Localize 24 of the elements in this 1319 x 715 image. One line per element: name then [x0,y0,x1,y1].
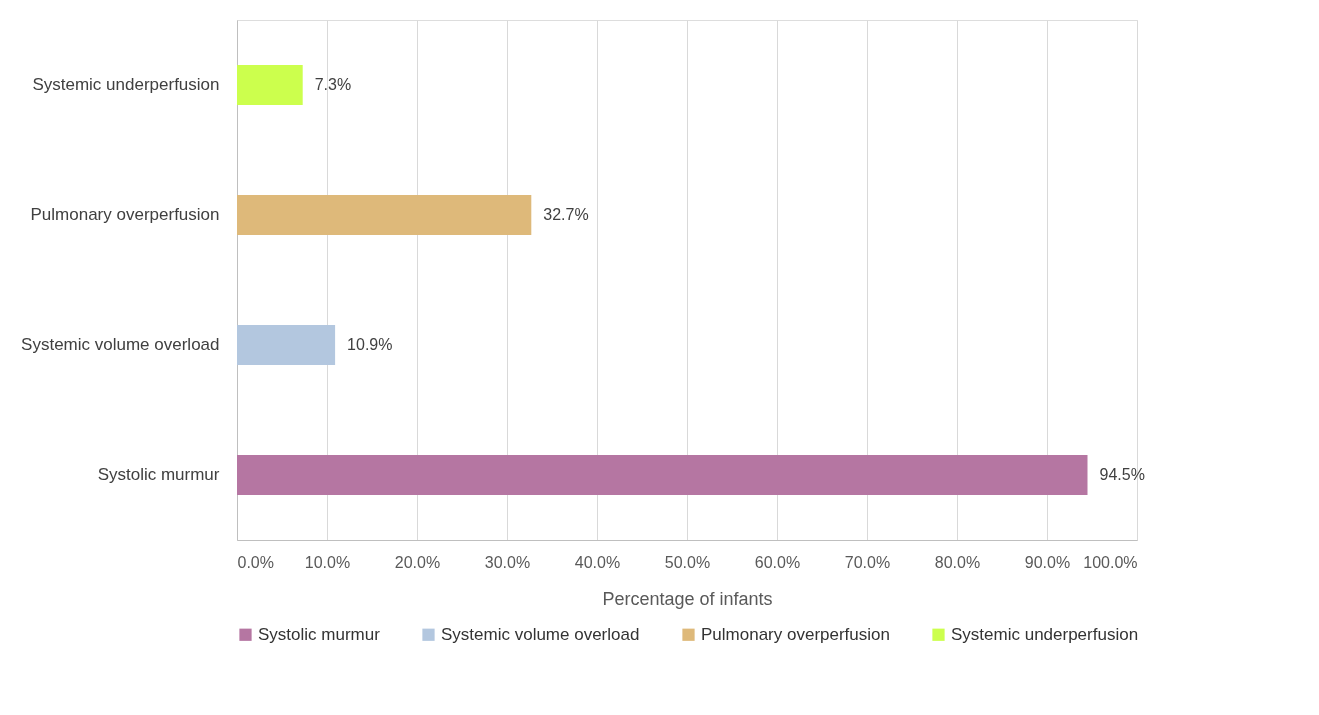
x-tick-label: 40.0% [574,553,621,571]
y-tick-label: Systemic underperfusion [32,75,220,94]
x-tick-label: 90.0% [1024,553,1071,571]
legend-label: Pulmonary overperfusion [701,624,890,644]
x-tick-label: 20.0% [394,553,441,571]
x-axis-title: Percentage of infants [602,588,773,609]
y-tick-label: Systolic murmur [97,465,220,484]
y-tick-label: Systemic volume overload [21,335,220,354]
data-label: 32.7% [543,206,589,223]
x-tick-label: 80.0% [934,553,981,571]
x-tick-label: 50.0% [664,553,711,571]
legend-label: Systemic volume overload [441,624,640,644]
x-tick-label: 100.0% [1083,553,1138,571]
data-label: 10.9% [347,336,393,353]
data-label: 94.5% [1099,466,1145,483]
x-tick-label: 0.0% [237,553,274,571]
data-label: 7.3% [314,76,352,93]
x-tick-label: 70.0% [844,553,891,571]
legend-label: Systemic underperfusion [951,624,1139,644]
x-tick-label: 60.0% [754,553,801,571]
x-tick-label: 30.0% [484,553,531,571]
y-tick-label: Pulmonary overperfusion [30,205,220,224]
x-tick-label: 10.0% [304,553,351,571]
legend-label: Systolic murmur [258,624,381,644]
